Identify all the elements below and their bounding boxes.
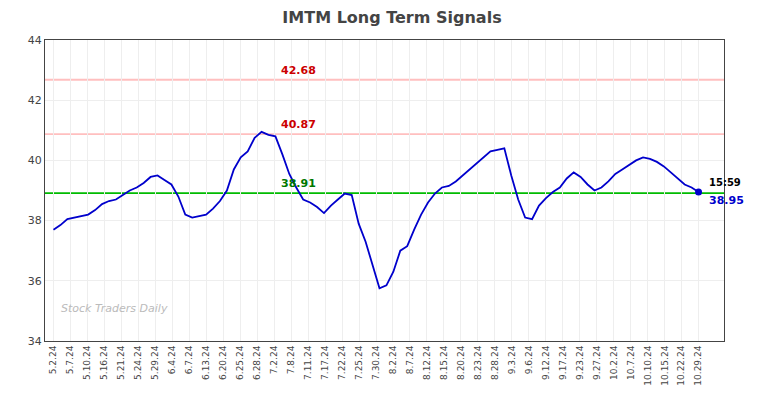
svg-text:9.6.24: 9.6.24	[524, 345, 534, 374]
svg-text:5.2.24: 5.2.24	[48, 345, 58, 374]
svg-text:8.12.24: 8.12.24	[422, 345, 432, 380]
svg-text:6.4.24: 6.4.24	[167, 345, 177, 374]
svg-text:15:59: 15:59	[709, 177, 741, 188]
svg-text:10.29.24: 10.29.24	[693, 345, 703, 385]
svg-text:38.91: 38.91	[281, 177, 316, 190]
svg-text:7.17.24: 7.17.24	[320, 345, 330, 380]
svg-text:6.20.24: 6.20.24	[218, 345, 228, 380]
svg-text:6.13.24: 6.13.24	[201, 345, 211, 380]
svg-text:7.30.24: 7.30.24	[371, 345, 381, 380]
svg-text:5.7.24: 5.7.24	[65, 345, 75, 374]
svg-text:6.25.24: 6.25.24	[235, 345, 245, 380]
svg-text:38: 38	[28, 214, 42, 227]
svg-text:40: 40	[28, 154, 42, 167]
svg-text:9.23.24: 9.23.24	[575, 345, 585, 380]
svg-text:10.2.24: 10.2.24	[609, 345, 619, 380]
svg-text:38.95: 38.95	[709, 194, 744, 207]
svg-text:44: 44	[28, 34, 42, 47]
svg-text:42.68: 42.68	[281, 64, 316, 77]
svg-text:7.22.24: 7.22.24	[337, 345, 347, 380]
svg-text:8.28.24: 8.28.24	[490, 345, 500, 380]
svg-text:8.7.24: 8.7.24	[405, 345, 415, 374]
svg-text:8.23.24: 8.23.24	[473, 345, 483, 380]
svg-text:8.15.24: 8.15.24	[439, 345, 449, 380]
svg-text:34: 34	[28, 335, 42, 348]
svg-text:5.29.24: 5.29.24	[150, 345, 160, 380]
svg-text:8.2.24: 8.2.24	[388, 345, 398, 374]
svg-text:40.87: 40.87	[281, 118, 316, 131]
svg-text:9.3.24: 9.3.24	[507, 345, 517, 374]
svg-text:10.10.24: 10.10.24	[643, 345, 653, 385]
svg-text:5.21.24: 5.21.24	[116, 345, 126, 380]
svg-text:7.8.24: 7.8.24	[286, 345, 296, 374]
svg-text:7.25.24: 7.25.24	[354, 345, 364, 380]
svg-text:10.7.24: 10.7.24	[626, 345, 636, 380]
svg-text:10.22.24: 10.22.24	[676, 345, 686, 385]
svg-text:Stock Traders Daily: Stock Traders Daily	[61, 302, 168, 315]
svg-text:8.20.24: 8.20.24	[456, 345, 466, 380]
svg-text:36: 36	[28, 275, 42, 288]
svg-text:7.11.24: 7.11.24	[303, 345, 313, 380]
svg-text:5.24.24: 5.24.24	[133, 345, 143, 380]
svg-text:5.10.24: 5.10.24	[82, 345, 92, 380]
svg-text:9.17.24: 9.17.24	[558, 345, 568, 380]
svg-text:10.15.24: 10.15.24	[660, 345, 670, 385]
svg-text:6.28.24: 6.28.24	[252, 345, 262, 380]
svg-text:IMTM Long Term Signals: IMTM Long Term Signals	[282, 8, 501, 27]
svg-text:9.27.24: 9.27.24	[592, 345, 602, 380]
svg-text:5.16.24: 5.16.24	[99, 345, 109, 380]
svg-text:7.2.24: 7.2.24	[269, 345, 279, 374]
svg-text:42: 42	[28, 94, 42, 107]
svg-text:6.7.24: 6.7.24	[184, 345, 194, 374]
svg-text:9.12.24: 9.12.24	[541, 345, 551, 380]
